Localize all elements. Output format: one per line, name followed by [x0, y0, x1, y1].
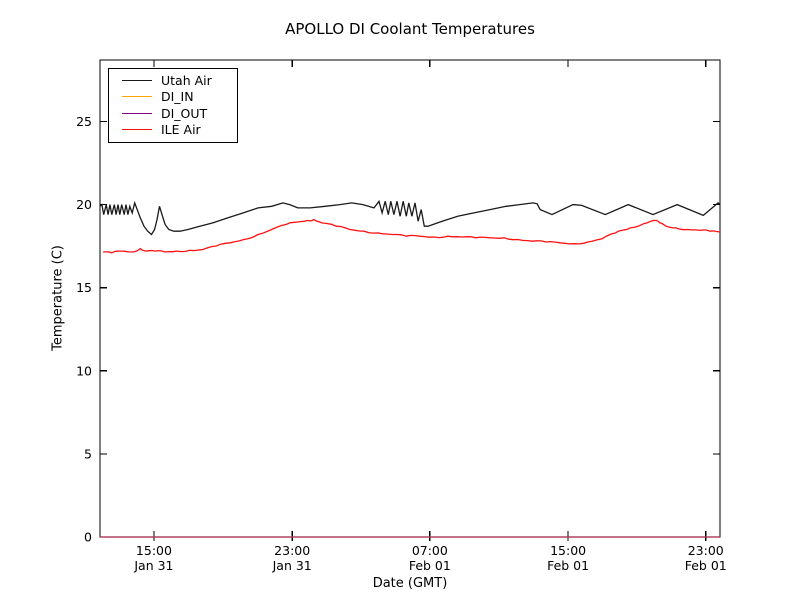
legend-label: Utah Air — [161, 72, 212, 88]
x-tick-label-time: 23:00 — [274, 543, 310, 558]
x-tick-label-date: Feb 01 — [547, 558, 589, 573]
x-axis-label: Date (GMT) — [372, 576, 448, 591]
x-tick-label-time: 15:00 — [136, 543, 172, 558]
x-tick-label-date: Jan 31 — [272, 558, 312, 573]
legend-item-di-in: DI_IN — [109, 89, 237, 106]
utah-air-legend-swatch — [122, 79, 152, 81]
legend: Utah Air DI_IN DI_OUT ILE Air — [108, 68, 238, 143]
ile-air-legend-swatch — [122, 129, 152, 131]
y-tick-label: 5 — [84, 446, 92, 461]
legend-label: DI_OUT — [161, 105, 208, 121]
x-tick-label-time: 07:00 — [412, 543, 448, 558]
x-tick-label-time: 23:00 — [688, 543, 724, 558]
legend-item-di-out: DI_OUT — [109, 105, 237, 122]
di-in-legend-swatch — [122, 96, 152, 98]
y-tick-label: 20 — [76, 197, 92, 212]
y-tick-label: 25 — [76, 114, 92, 129]
y-tick-label: 15 — [76, 280, 92, 295]
x-tick-label-time: 15:00 — [550, 543, 586, 558]
legend-item-ile-air: ILE Air — [109, 122, 237, 139]
x-tick-label-date: Jan 31 — [133, 558, 173, 573]
y-tick-label: 10 — [76, 363, 92, 378]
utah-air-line — [99, 199, 721, 236]
chart-title: APOLLO DI Coolant Temperatures — [285, 20, 535, 38]
ile-air-line — [103, 218, 721, 254]
x-tick-label-date: Feb 01 — [685, 558, 727, 573]
legend-label: DI_IN — [161, 89, 194, 105]
legend-label: ILE Air — [161, 122, 201, 138]
di-out-legend-swatch — [122, 112, 152, 114]
y-tick-label: 0 — [84, 530, 92, 545]
legend-item-utah-air: Utah Air — [109, 72, 237, 89]
x-tick-label-date: Feb 01 — [409, 558, 451, 573]
